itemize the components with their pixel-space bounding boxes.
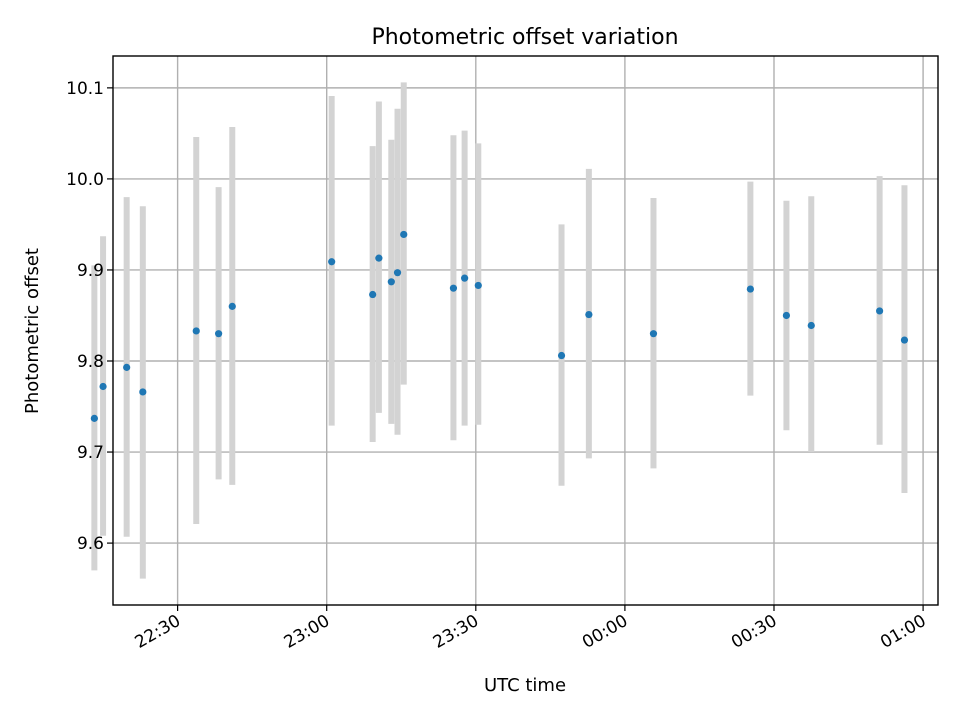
data-point <box>228 302 236 310</box>
x-tick-label: 22:30 <box>132 611 184 653</box>
data-point <box>375 254 383 262</box>
data-point <box>369 290 377 299</box>
grid-lines <box>113 56 938 605</box>
data-point <box>393 269 402 277</box>
x-tick-label: 00:30 <box>728 611 780 653</box>
data-point <box>807 321 815 330</box>
data-point <box>139 388 147 396</box>
data-point <box>449 284 458 292</box>
y-tick-label: 9.6 <box>77 534 104 554</box>
x-tick-label: 23:30 <box>430 611 482 653</box>
data-point <box>192 327 200 335</box>
x-tick-label: 00:00 <box>579 611 631 653</box>
data-point <box>387 278 395 286</box>
plot-frame <box>112 55 939 606</box>
data-point <box>474 281 482 290</box>
data-point <box>900 336 909 344</box>
data-points <box>90 230 909 422</box>
data-point <box>876 307 884 315</box>
x-tick-label: 23:00 <box>281 611 333 653</box>
y-tick-label: 9.9 <box>77 261 104 281</box>
y-tick-label: 9.8 <box>77 352 104 372</box>
x-tick-label: 01:00 <box>877 611 929 653</box>
data-point <box>649 330 658 338</box>
data-point <box>90 414 98 422</box>
data-point <box>400 230 408 239</box>
error-bars <box>91 82 908 579</box>
data-point <box>782 311 791 320</box>
data-point <box>746 285 754 293</box>
data-point <box>99 382 107 391</box>
data-point <box>585 310 593 319</box>
data-point <box>461 274 469 282</box>
data-point <box>215 330 223 338</box>
data-point <box>557 351 566 360</box>
y-tick-label: 10.0 <box>66 170 104 190</box>
data-point <box>328 258 336 266</box>
axis-ticks: 9.6 9.7 9.8 9.9 10.0 10.1 22:30 23:00 23:30 00:00… <box>66 79 929 653</box>
x-axis-label: UTC time <box>484 675 566 696</box>
y-axis-label: Photometric offset <box>22 248 43 414</box>
y-tick-label: 9.7 <box>77 443 104 463</box>
chart-title: Photometric offset variation <box>371 25 678 50</box>
y-tick-label: 10.1 <box>66 79 104 99</box>
data-point <box>123 363 131 371</box>
